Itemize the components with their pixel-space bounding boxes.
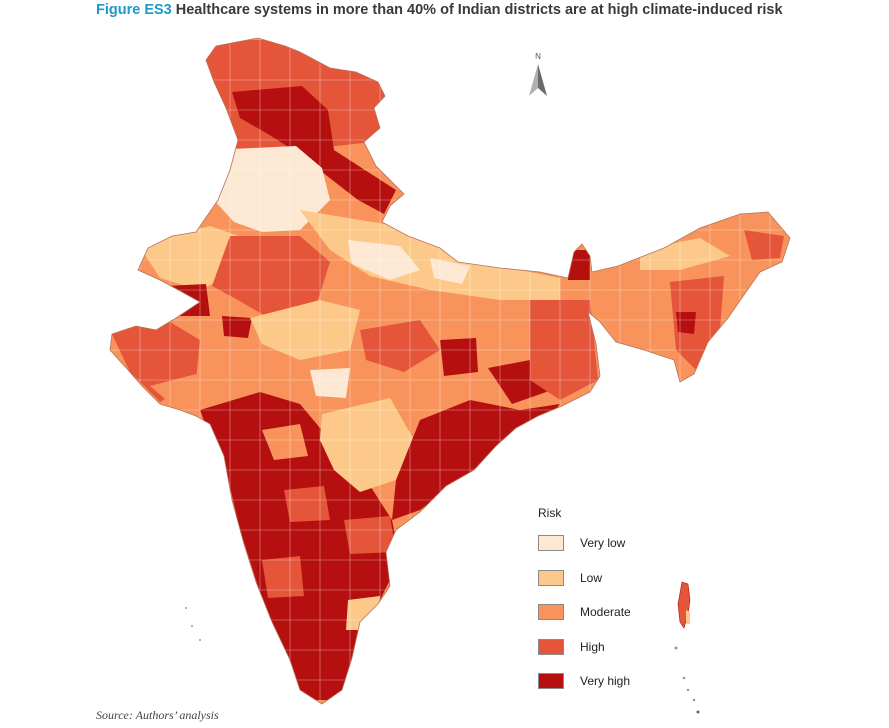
legend-title: Risk — [538, 506, 562, 520]
north-arrow-icon — [529, 64, 547, 96]
legend-swatch-very-high — [538, 673, 564, 690]
andaman-nicobar-islands — [674, 581, 700, 714]
legend-label: Low — [580, 570, 603, 585]
north-label: N — [535, 52, 541, 61]
legend-label: Moderate — [580, 605, 631, 620]
legend-item-very-high: Very high — [538, 670, 631, 692]
legend-item-moderate: Moderate — [538, 601, 631, 623]
legend-swatch-moderate — [538, 604, 564, 621]
district-fill-layer — [110, 38, 790, 704]
north-arrow: N — [526, 52, 550, 102]
figure-title: Figure ES3 Healthcare systems in more tha… — [96, 2, 886, 18]
legend-item-very-low: Very low — [538, 532, 631, 554]
legend-swatch-high — [538, 638, 564, 655]
legend-swatch-low — [538, 569, 564, 586]
source-note: Source: Authors’ analysis — [96, 708, 219, 722]
lakshadweep-islands — [185, 607, 201, 641]
legend-label: High — [580, 639, 605, 654]
legend-item-low: Low — [538, 567, 631, 589]
legend-swatch-very-low — [538, 535, 564, 551]
figure-title-text: Healthcare systems in more than 40% of I… — [175, 2, 783, 18]
map-legend: Risk Very low Low Moderate High Very hig… — [538, 506, 631, 705]
legend-item-high: High — [538, 636, 631, 658]
india-outline — [109, 37, 791, 705]
legend-label: Very low — [580, 536, 626, 550]
figure-label: Figure ES3 — [96, 2, 172, 18]
legend-label: Very high — [580, 674, 631, 689]
